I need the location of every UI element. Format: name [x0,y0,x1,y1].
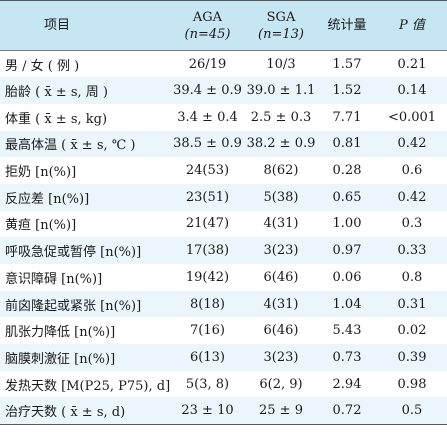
cell-sga: 5(38) [245,183,317,211]
table-row: 反应差 [n(%)] 23(51) 5(38) 0.65 0.42 [0,183,447,211]
row-label: 脑膜刺激征 [n(%)] [0,344,170,371]
cell-stat: 5.43 [332,323,362,339]
table-row: 意识障碍 [n(%)] 19(42) 6(46) 0.06 0.8 [0,264,447,291]
cell-stat: 0.28 [332,163,362,179]
table-row: 黄疸 [n(%)] 21(47) 4(31) 1.00 0.3 [0,211,447,238]
cell-aga: 3.4 ± 0.4 [177,109,238,125]
row-label: 最高体温 ( x̄ ± s, ℃ ) [0,130,170,158]
table-row: 脑膜刺激征 [n(%)] 6(13) 3(23) 0.73 0.39 [0,344,447,371]
table-body: 男 / 女 ( 例 ) 26/19 10/3 1.57 0.21 胎龄 ( x̄… [0,51,447,425]
cell-stat: 0.81 [317,130,377,158]
cell-p: 0.31 [377,290,447,318]
cell-p: 0.98 [397,376,427,392]
cell-stat: 7.71 [332,109,362,125]
cell-stat: 0.73 [317,344,377,371]
header-aga-n: (n=45) [184,26,231,42]
cell-aga: 6(13) [170,344,245,371]
row-label: 胎龄 ( x̄ ± s, 周 ) [0,77,170,104]
header-sga: SGA (n=13) [245,0,317,51]
cell-sga: 3(23) [245,237,317,264]
table-row: 呼吸急促或暂停 [n(%)] 17(38) 3(23) 0.97 0.33 [0,237,447,264]
cell-sga: 8(62) [263,163,299,179]
row-label: 发热天数 [M(P25, P75), d] [5,378,171,394]
cell-p: 0.21 [397,56,427,72]
row-label: 呼吸急促或暂停 [n(%)] [0,237,170,264]
table-row: 发热天数 [M(P25, P75), d] 5(3, 8) 6(2, 9) 2.… [0,371,447,398]
table-row: 拒奶 [n(%)] 24(53) 8(62) 0.28 0.6 [0,157,447,184]
header-item: 项目 [0,0,170,51]
header-aga-label: AGA [192,9,223,25]
table-row: 治疗天数 ( x̄ ± s, d) 23 ± 10 25 ± 9 0.72 0.… [0,397,447,425]
cell-aga: 21(47) [185,216,230,232]
cell-sga: 10/3 [266,56,296,72]
header-stat: 统计量 [317,0,377,51]
row-label: 前囟隆起或紧张 [n(%)] [0,290,170,318]
cell-sga: 6(46) [263,269,299,285]
comparison-table: 项目 AGA (n=45) SGA (n=13) 统计量 P 值 男 / 女 (… [0,0,447,425]
table-row: 肌张力降低 [n(%)] 7(16) 6(46) 5.43 0.02 [0,317,447,344]
cell-stat: 0.06 [332,269,362,285]
cell-aga: 26/19 [188,56,227,72]
cell-aga: 23 ± 10 [170,397,245,425]
header-sga-n: (n=13) [258,26,304,42]
table-row: 胎龄 ( x̄ ± s, 周 ) 39.4 ± 0.9 39.0 ± 1.1 1… [0,77,447,104]
header-p: P 值 [377,0,447,51]
header-sga-label: SGA [266,9,296,25]
table-row: 体重 ( x̄ ± s, kg) 3.4 ± 0.4 2.5 ± 0.3 7.7… [0,104,447,131]
cell-p: 0.42 [377,130,447,158]
cell-sga: 6(2, 9) [259,376,303,392]
cell-aga: 7(16) [190,323,225,339]
cell-aga: 38.5 ± 0.9 [170,130,245,158]
cell-p: 0.3 [401,216,423,232]
cell-aga: 24(53) [185,163,230,179]
cell-p: 0.5 [377,397,447,425]
cell-sga: 3(23) [245,344,317,371]
cell-aga: 39.4 ± 0.9 [170,77,245,104]
cell-stat: 1.57 [332,56,362,72]
table-row: 最高体温 ( x̄ ± s, ℃ ) 38.5 ± 0.9 38.2 ± 0.9… [0,130,447,158]
cell-p: 0.6 [401,163,423,179]
cell-stat: 0.97 [317,237,377,264]
row-label: 黄疸 [n(%)] [5,218,77,234]
table-row: 前囟隆起或紧张 [n(%)] 8(18) 4(31) 1.04 0.31 [0,290,447,318]
cell-aga: 8(18) [170,290,245,318]
table-row: 男 / 女 ( 例 ) 26/19 10/3 1.57 0.21 [0,51,447,78]
row-label: 意识障碍 [n(%)] [5,271,103,287]
table-header: 项目 AGA (n=45) SGA (n=13) 统计量 P 值 [0,0,447,51]
cell-stat: 2.94 [332,376,362,392]
row-label: 体重 ( x̄ ± s, kg) [5,111,108,127]
cell-p: 0.14 [377,77,447,104]
row-label: 治疗天数 ( x̄ ± s, d) [0,397,170,425]
cell-sga: 2.5 ± 0.3 [250,109,312,125]
cell-sga: 38.2 ± 0.9 [245,130,317,158]
cell-aga: 17(38) [170,237,245,264]
cell-stat: 1.00 [332,216,362,232]
cell-p: <0.001 [387,109,437,125]
cell-aga: 19(42) [185,269,230,285]
cell-aga: 5(3, 8) [185,376,230,392]
row-label: 男 / 女 ( 例 ) [5,58,80,74]
cell-aga: 23(51) [170,183,245,211]
cell-stat: 0.65 [317,183,377,211]
cell-p: 0.33 [377,237,447,264]
cell-sga: 4(31) [245,290,317,318]
cell-stat: 0.72 [317,397,377,425]
cell-sga: 6(46) [263,323,299,339]
cell-sga: 39.0 ± 1.1 [245,77,317,104]
cell-p: 0.8 [401,269,423,285]
cell-stat: 1.52 [317,77,377,104]
cell-p: 0.39 [377,344,447,371]
header-aga: AGA (n=45) [170,0,245,51]
cell-sga: 25 ± 9 [245,397,317,425]
row-label: 反应差 [n(%)] [0,183,170,211]
cell-p: 0.42 [377,183,447,211]
cell-p: 0.02 [397,323,427,339]
row-label: 肌张力降低 [n(%)] [5,325,116,341]
cell-stat: 1.04 [317,290,377,318]
cell-sga: 4(31) [263,216,299,232]
row-label: 拒奶 [n(%)] [5,165,77,181]
